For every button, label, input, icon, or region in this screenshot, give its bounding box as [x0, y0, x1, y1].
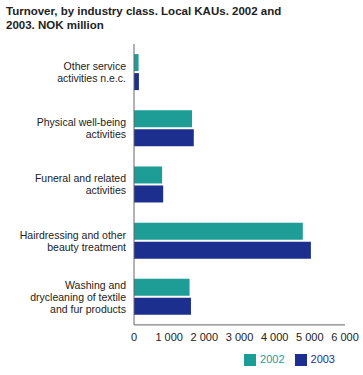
svg-text:2 000: 2 000 [191, 331, 219, 343]
html-text:2002: 2002 [260, 352, 285, 365]
svg-text:Physical well-beingactivities: Physical well-beingactivities [37, 116, 126, 140]
svg-text:Washing anddrycleaning of text: Washing anddrycleaning of textileand fur… [30, 279, 126, 315]
svg-text:4 000: 4 000 [261, 331, 289, 343]
svg-text:5 000: 5 000 [296, 331, 324, 343]
svg-text:6 000: 6 000 [331, 331, 359, 343]
svg-text:Other serviceactivities n.e.c.: Other serviceactivities n.e.c. [57, 60, 126, 84]
svg-text:Funeral and relatedactivities: Funeral and relatedactivities [35, 172, 126, 196]
svg-text:Hairdressing and otherbeauty t: Hairdressing and otherbeauty treatment [20, 229, 127, 253]
html-text:2003: 2003 [310, 352, 335, 365]
html-text:Turnover, by industry class. L: Turnover, by industry class. Local KAUs.… [6, 5, 282, 31]
svg-text:0: 0 [131, 331, 137, 343]
svg-text:3 000: 3 000 [226, 331, 254, 343]
svg-text:1 000: 1 000 [155, 331, 183, 343]
